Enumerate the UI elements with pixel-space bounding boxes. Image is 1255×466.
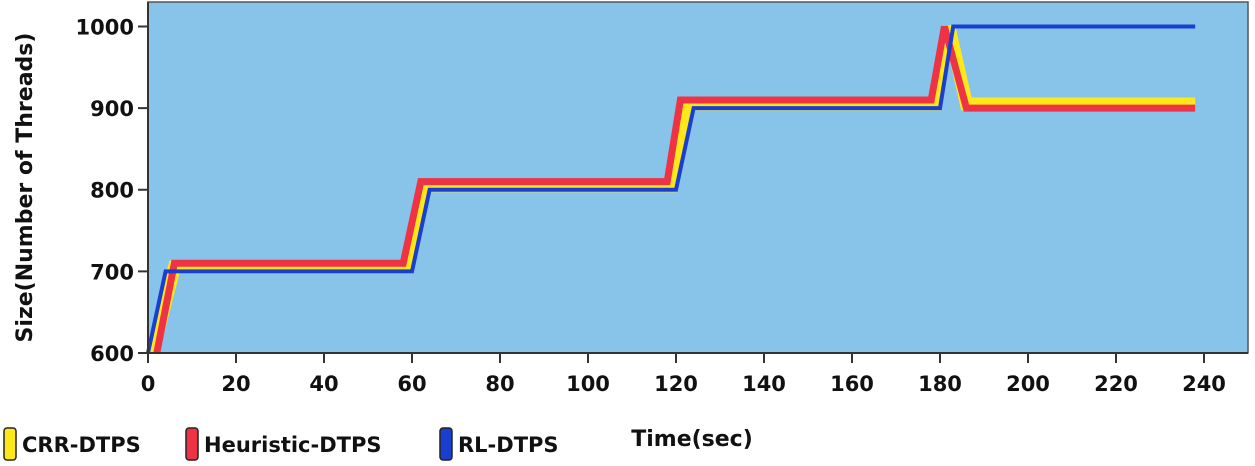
legend-swatch [185, 427, 199, 461]
legend-label: CRR-DTPS [22, 433, 141, 457]
plot-area [147, 1, 1249, 354]
x-tick-label: 100 [566, 372, 610, 396]
x-tick-label: 160 [830, 372, 874, 396]
y-axis: 600 700 800 900 1000 [76, 2, 149, 366]
y-axis-label: Size(Number of Threads) [13, 33, 38, 343]
x-axis: 0 20 40 60 80 100 120 140 160 180 200 220 240 [141, 352, 1248, 396]
x-tick-label: 220 [1094, 372, 1138, 396]
x-tick-label: 60 [397, 372, 426, 396]
legend-item: RL-DTPS [439, 427, 559, 461]
series-line-rl-dtps [146, 24, 1196, 354]
legend-swatch [3, 427, 17, 461]
y-tick-label: 600 [90, 342, 134, 366]
y-tick-label: 900 [90, 97, 134, 121]
series-layer [146, 24, 1196, 355]
x-tick-label: 80 [485, 372, 514, 396]
legend: CRR-DTPS Heuristic-DTPS RL-DTPS [3, 427, 559, 461]
y-tick-label: 800 [90, 179, 134, 203]
x-tick-label: 40 [309, 372, 338, 396]
x-tick-label: 140 [742, 372, 786, 396]
legend-item: Heuristic-DTPS [185, 427, 382, 461]
x-tick-label: 200 [1006, 372, 1050, 396]
x-tick-label: 0 [141, 372, 156, 396]
legend-label: RL-DTPS [458, 433, 559, 457]
x-tick-label: 180 [918, 372, 962, 396]
x-tick-label: 240 [1182, 372, 1226, 396]
x-tick-label: 120 [654, 372, 698, 396]
y-tick-label: 1000 [76, 15, 134, 39]
series-line-heuristic-dtps [153, 25, 1196, 354]
legend-item: CRR-DTPS [3, 427, 141, 461]
legend-swatch [439, 427, 453, 461]
x-tick-label: 20 [221, 372, 250, 396]
legend-label: Heuristic-DTPS [204, 433, 382, 457]
x-axis-label: Time(sec) [631, 427, 753, 452]
y-tick-label: 700 [90, 260, 134, 284]
